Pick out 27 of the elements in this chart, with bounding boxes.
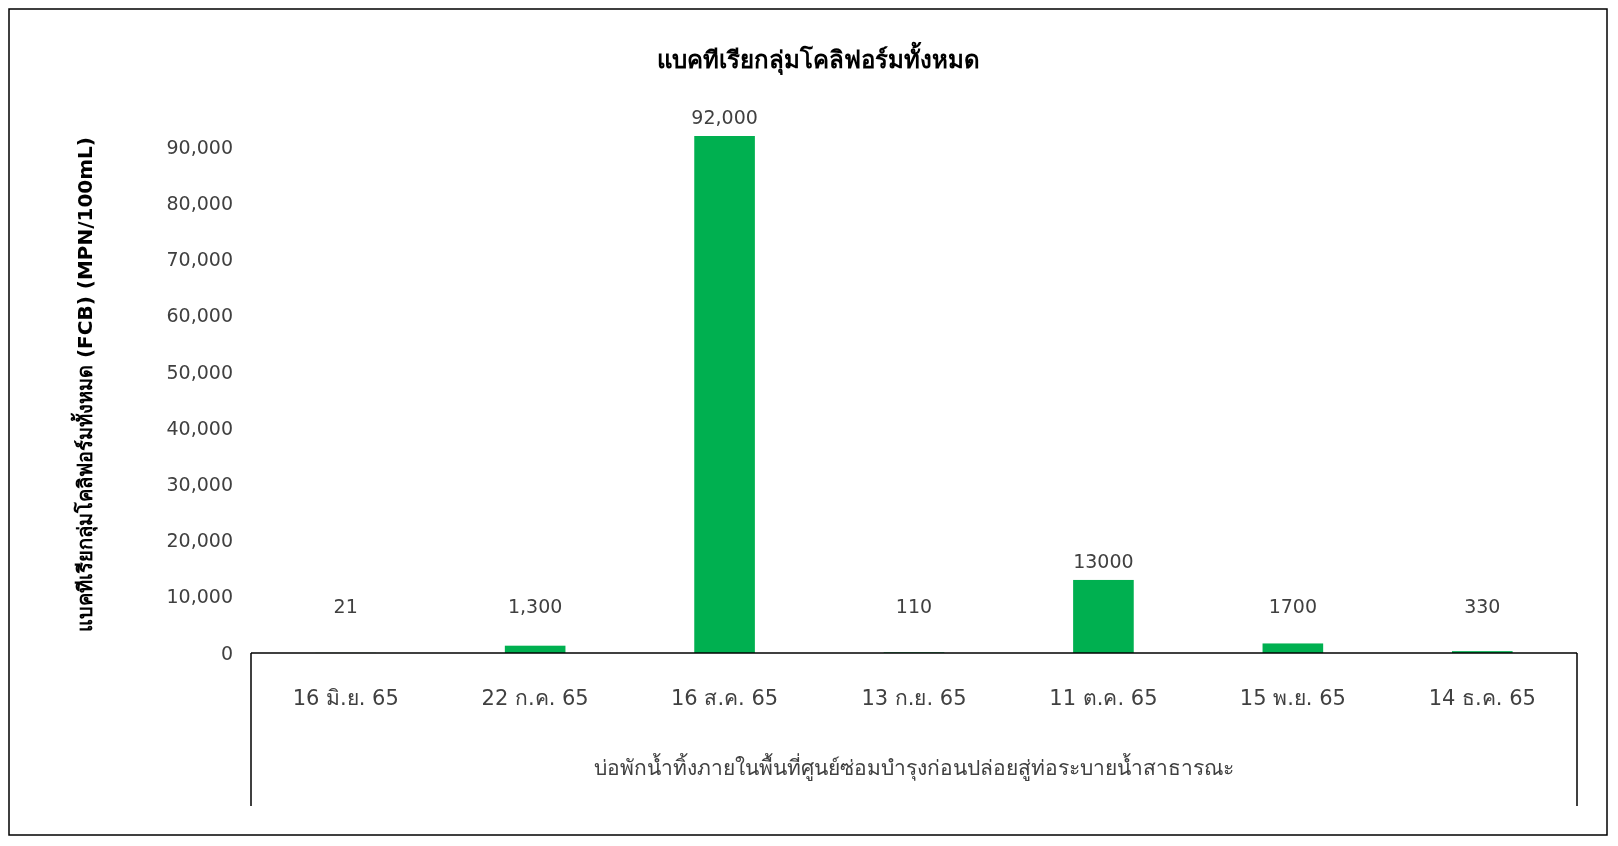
x-tick-label: 14 ธ.ค. 65: [1428, 686, 1536, 710]
data-label: 21: [333, 595, 358, 617]
x-tick-label: 13 ก.ย. 65: [861, 686, 967, 710]
y-tick-label: 30,000: [166, 473, 233, 496]
y-axis-title: แบคทีเรียกลุ่มโคลิฟอร์มทั้งหมด (FCB) (MPN/100mL): [70, 136, 98, 633]
chart-title: แบคทีเรียกลุ่มโคลิฟอร์มทั้งหมด: [656, 41, 980, 76]
data-label: 330: [1464, 595, 1501, 617]
x-tick-label: 16 ส.ค. 65: [670, 686, 779, 710]
y-tick-label: 40,000: [166, 416, 233, 439]
y-tick-label: 10,000: [166, 585, 233, 608]
x-axis-title: บ่อพักน้ำทิ้งภายในพื้นที่ศูนย์ซ่อมบำรุงก่อนปล่อยสู่ท่อระบายน้ำสาธารณะ: [594, 753, 1234, 781]
x-tick-label: 11 ต.ค. 65: [1049, 686, 1158, 710]
y-tick-label: 60,000: [166, 304, 233, 327]
x-tick-label: 16 มิ.ย. 65: [292, 686, 399, 710]
data-label: 1700: [1268, 595, 1318, 617]
y-tick-label: 50,000: [166, 360, 233, 383]
y-tick-label: 80,000: [166, 192, 233, 215]
data-label: 110: [895, 595, 933, 617]
y-tick-label: 20,000: [166, 529, 233, 552]
x-tick-label: 22 ก.ค. 65: [481, 686, 589, 710]
data-label: 92,000: [691, 106, 758, 128]
y-tick-label: 0: [220, 641, 233, 664]
data-label: 13000: [1073, 549, 1134, 572]
data-label: 1,300: [507, 595, 563, 617]
y-tick-label: 90,000: [166, 135, 233, 158]
y-tick-label: 70,000: [166, 248, 233, 271]
x-tick-label: 15 พ.ย. 65: [1239, 686, 1346, 710]
